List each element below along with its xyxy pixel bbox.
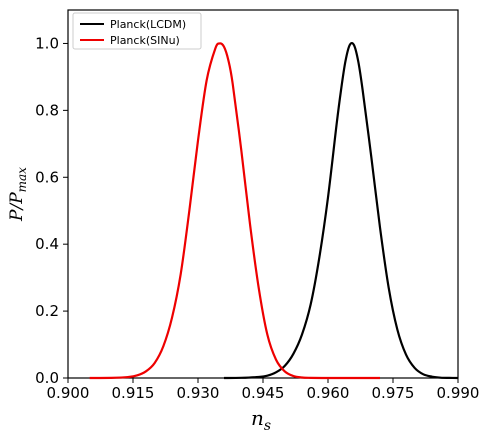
plot-area [67, 9, 459, 379]
x-axis-ticks: 0.900 0.915 0.930 0.945 0.960 0.975 0.990 [47, 378, 480, 402]
x-axis-label-main: n [251, 406, 264, 430]
y-tick-label: 0.4 [35, 235, 59, 253]
y-axis-ticks: 0.0 0.2 0.4 0.6 0.8 1.0 [35, 34, 68, 387]
x-tick-label: 0.915 [112, 384, 155, 402]
y-tick-label: 0.2 [35, 302, 59, 320]
y-tick-label: 0.6 [35, 168, 59, 186]
x-tick-label: 0.900 [47, 384, 90, 402]
y-axis-label: P/Pmax [7, 167, 29, 222]
series-line-planck-sinu [89, 42, 380, 380]
x-tick-label: 0.930 [177, 384, 220, 402]
y-tick-label: 1.0 [35, 34, 59, 52]
x-tick-label: 0.960 [307, 384, 350, 402]
y-tick-label: 0.8 [35, 101, 59, 119]
x-tick-label: 0.990 [437, 384, 480, 402]
legend-label-sinu: Planck(SINu) [110, 34, 180, 47]
x-tick-label: 0.975 [372, 384, 415, 402]
x-axis-label: ns [251, 406, 271, 434]
legend-box [72, 12, 202, 50]
legend: Planck(LCDM) Planck(SINu) [72, 12, 202, 50]
x-tick-label: 0.945 [242, 384, 285, 402]
y-tick-label: 0.0 [35, 369, 59, 387]
series-layer [89, 41, 459, 380]
legend-label-lcdm: Planck(LCDM) [110, 18, 186, 31]
x-axis-label-sub: s [264, 418, 271, 434]
y-axis-label-sub: max [15, 167, 29, 193]
y-axis-label-main: P/P [7, 192, 27, 222]
